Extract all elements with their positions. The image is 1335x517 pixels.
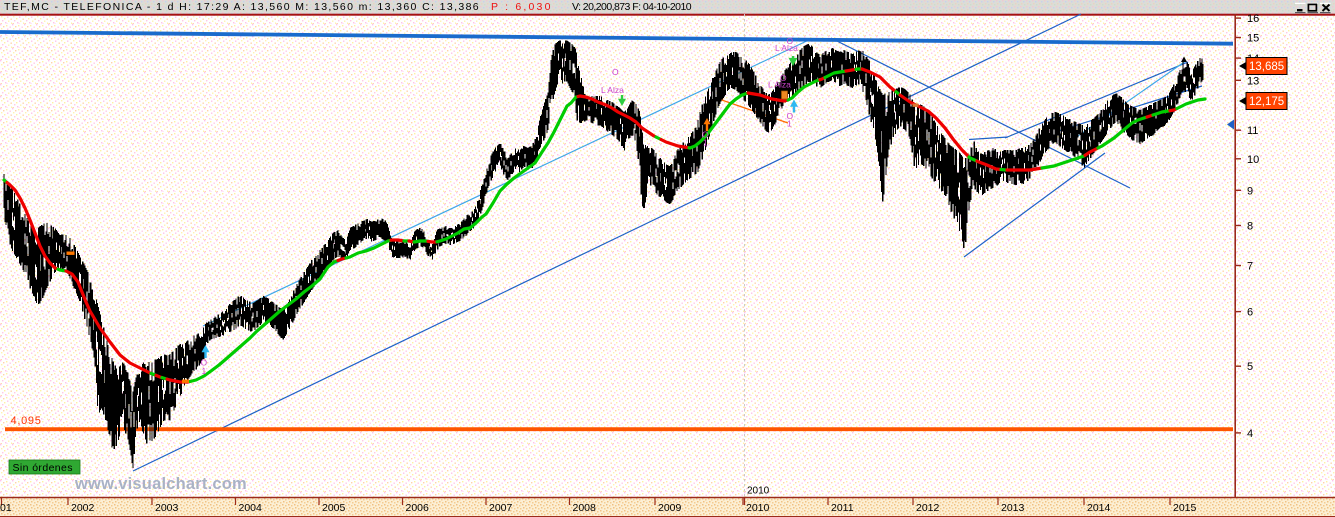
svg-text:1: 1 bbox=[703, 138, 708, 148]
svg-text:2010: 2010 bbox=[747, 486, 770, 497]
svg-text:O: O bbox=[612, 67, 619, 77]
svg-text:16: 16 bbox=[1247, 13, 1259, 25]
svg-text:L Alza: L Alza bbox=[601, 85, 624, 95]
svg-text:2003: 2003 bbox=[155, 502, 179, 514]
svg-text:2015: 2015 bbox=[1173, 502, 1197, 514]
svg-text:11: 11 bbox=[1247, 125, 1258, 137]
svg-text:L Alza: L Alza bbox=[768, 80, 791, 90]
svg-text:7: 7 bbox=[1247, 261, 1253, 273]
svg-text:www.visualchart.com: www.visualchart.com bbox=[74, 475, 247, 493]
svg-text:O: O bbox=[780, 73, 787, 83]
svg-text:13,685: 13,685 bbox=[1249, 61, 1284, 73]
svg-text:V: 20,200,873 F: 04-10-2010: V: 20,200,873 F: 04-10-2010 bbox=[572, 1, 692, 13]
svg-text:6: 6 bbox=[1247, 307, 1253, 319]
svg-text:2008: 2008 bbox=[573, 502, 597, 514]
svg-text:O: O bbox=[787, 111, 794, 121]
svg-text:12,175: 12,175 bbox=[1249, 96, 1284, 108]
svg-text:01: 01 bbox=[0, 502, 12, 514]
svg-text:2009: 2009 bbox=[658, 502, 682, 514]
svg-text:O: O bbox=[787, 36, 794, 46]
svg-text:15: 15 bbox=[1247, 33, 1259, 45]
svg-text:2006: 2006 bbox=[406, 502, 430, 514]
svg-text:2007: 2007 bbox=[489, 502, 513, 514]
svg-text:4,095: 4,095 bbox=[11, 415, 42, 427]
svg-text:2014: 2014 bbox=[1087, 502, 1111, 514]
svg-text:O: O bbox=[702, 130, 709, 140]
svg-text:1: 1 bbox=[202, 366, 207, 376]
svg-text:2011: 2011 bbox=[831, 502, 854, 514]
svg-text:2010: 2010 bbox=[746, 502, 770, 514]
svg-text:Sin órdenes: Sin órdenes bbox=[13, 462, 73, 474]
svg-text:L Alza: L Alza bbox=[775, 43, 798, 53]
svg-text:2013: 2013 bbox=[1001, 502, 1025, 514]
svg-text:2012: 2012 bbox=[916, 502, 940, 514]
svg-text:TEF,MC - TELEFONICA - 1 d H:: TEF,MC - TELEFONICA - 1 d H: 17:29 A: 13… bbox=[4, 1, 480, 13]
svg-text:1: 1 bbox=[787, 119, 792, 129]
svg-text:2002: 2002 bbox=[71, 502, 95, 514]
svg-text:4: 4 bbox=[1247, 428, 1253, 440]
svg-text:O: O bbox=[201, 358, 208, 368]
svg-text:5: 5 bbox=[1247, 361, 1253, 373]
svg-text:2005: 2005 bbox=[322, 502, 346, 514]
svg-text:2004: 2004 bbox=[239, 502, 263, 514]
svg-text:10: 10 bbox=[1247, 154, 1259, 166]
svg-text:13: 13 bbox=[1247, 75, 1259, 87]
svg-text:8: 8 bbox=[1247, 221, 1253, 233]
svg-text:P : 6,030: P : 6,030 bbox=[491, 1, 553, 13]
svg-text:9: 9 bbox=[1247, 185, 1253, 197]
